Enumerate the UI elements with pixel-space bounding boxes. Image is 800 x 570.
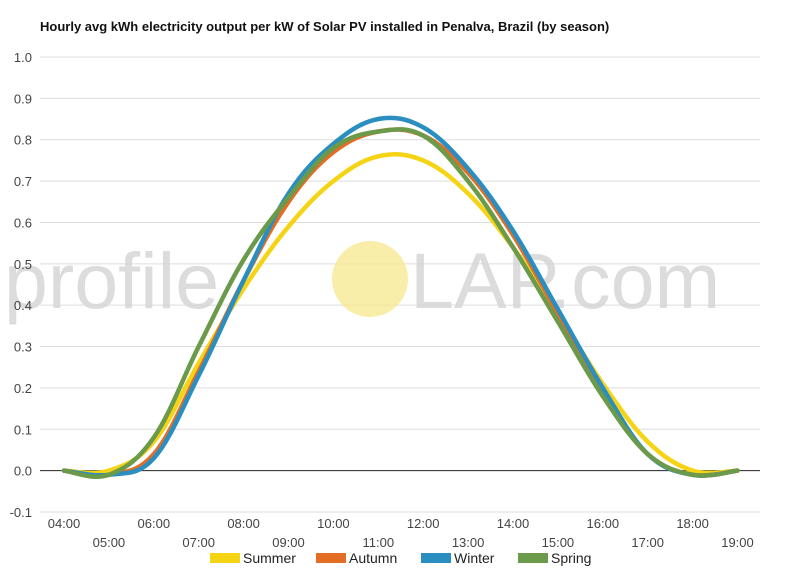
legend: Summer Autumn Winter Spring: [210, 550, 591, 566]
x-tick-label: 08:00: [227, 516, 260, 531]
x-tick-label: 12:00: [407, 516, 440, 531]
y-tick-label: 0.4: [14, 298, 32, 313]
y-tick-label: 0.0: [14, 464, 32, 479]
x-axis-ticks: 04:00 05:00 06:00 07:00 08:00 09:00 10:00 11:00…: [48, 516, 754, 550]
legend-label: Spring: [551, 550, 591, 566]
watermark: profile LAP.com: [4, 236, 720, 325]
legend-item-spring[interactable]: Spring: [518, 550, 591, 566]
y-tick-label: -0.1: [10, 505, 32, 520]
grid-layer: [40, 56, 760, 513]
legend-item-summer[interactable]: Summer: [210, 550, 296, 566]
series-layer: [61, 115, 740, 479]
x-tick-label: 09:00: [272, 535, 305, 550]
x-tick-label: 19:00: [721, 535, 754, 550]
x-tick-label: 15:00: [542, 535, 575, 550]
series-line-spring: [61, 127, 740, 479]
y-tick-label: 0.7: [14, 174, 32, 189]
legend-label: Summer: [243, 550, 296, 566]
y-axis-ticks: -0.1 0.0 0.1 0.2 0.3 0.4 0.5 0.6 0.7 0.8 0.9 1.0: [10, 50, 32, 520]
legend-swatch: [518, 553, 548, 563]
x-tick-label: 06:00: [138, 516, 171, 531]
y-tick-label: 0.5: [14, 257, 32, 272]
y-tick-label: 1.0: [14, 50, 32, 65]
x-tick-label: 18:00: [676, 516, 709, 531]
watermark-sun-icon: [332, 241, 408, 317]
x-tick-label: 13:00: [452, 535, 485, 550]
watermark-text-left: profile: [4, 236, 219, 325]
legend-label: Winter: [454, 550, 495, 566]
watermark-text-right: LAP.com: [410, 236, 720, 325]
y-tick-label: 0.1: [14, 422, 32, 437]
x-tick-label: 04:00: [48, 516, 81, 531]
legend-swatch: [210, 553, 240, 563]
y-tick-label: 0.6: [14, 215, 32, 230]
y-tick-label: 0.3: [14, 340, 32, 355]
legend-swatch: [421, 553, 451, 563]
legend-swatch: [316, 553, 346, 563]
x-tick-label: 17:00: [631, 535, 664, 550]
series-line-summer: [61, 151, 740, 476]
series-line-winter: [61, 115, 740, 478]
legend-label: Autumn: [349, 550, 397, 566]
y-tick-label: 0.2: [14, 381, 32, 396]
y-tick-label: 0.9: [14, 91, 32, 106]
legend-item-autumn[interactable]: Autumn: [316, 550, 397, 566]
chart-title: Hourly avg kWh electricity output per kW…: [40, 19, 610, 34]
y-tick-label: 0.8: [14, 133, 32, 148]
x-tick-label: 10:00: [317, 516, 350, 531]
legend-item-winter[interactable]: Winter: [421, 550, 495, 566]
x-tick-label: 16:00: [587, 516, 620, 531]
x-tick-label: 07:00: [182, 535, 215, 550]
x-tick-label: 05:00: [93, 535, 126, 550]
x-tick-label: 14:00: [497, 516, 530, 531]
x-tick-label: 11:00: [363, 535, 395, 550]
